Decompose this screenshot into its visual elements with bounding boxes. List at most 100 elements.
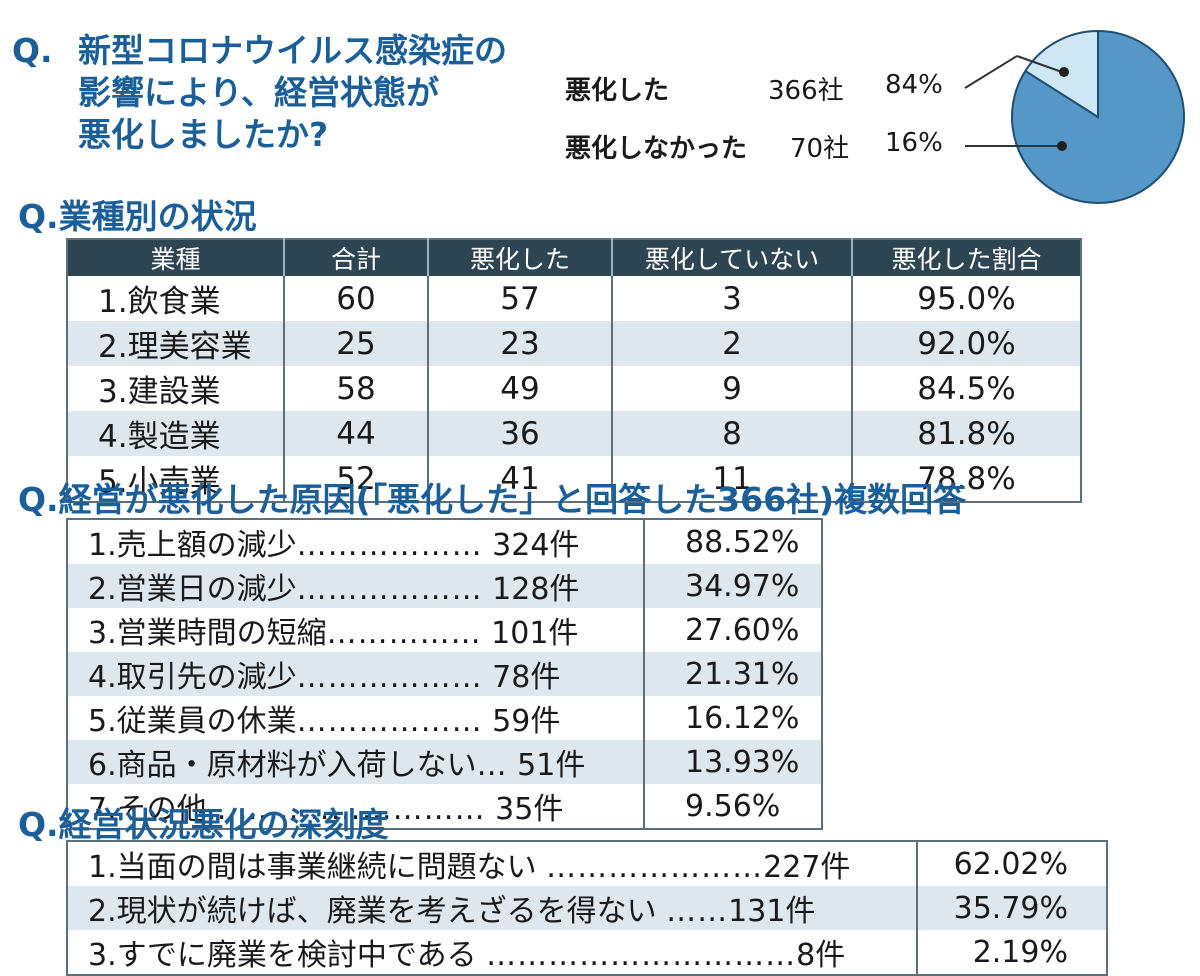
list-item: 4.取引先の減少……………… 78件 21.31% (67, 652, 822, 696)
q1-line-2: 影響により、経営状態が (78, 73, 440, 112)
severity-dots: …… (666, 894, 729, 929)
cell-ratio: 84.5% (851, 366, 1081, 411)
cell-industry: 5.小売業 (98, 464, 221, 500)
severity-item: 2.現状が続けば、廃業を考えざるを得ない ……131件 (67, 886, 917, 930)
list-item: 7.その他……………………… 35件 9.56% (67, 784, 822, 829)
cause-label: 7.その他 (88, 792, 207, 827)
severity-table: 1.当面の間は事業継続に問題ない …………………227件 62.02% 2.現状… (66, 840, 1108, 976)
cause-item: 5.従業員の休業……………… 59件 (67, 696, 644, 740)
list-item: 6.商品・原材料が入荷しない… 51件 13.93% (67, 740, 822, 784)
cause-pct: 13.93% (643, 740, 822, 784)
cause-dots: ……………………… (206, 792, 486, 827)
leader-line-worsened-2 (1016, 55, 1063, 73)
legend-count-worsened: 366社 (768, 76, 844, 106)
leader-dot-not-worsened (1057, 141, 1067, 151)
cause-table: 1.売上額の減少……………… 324件 88.52% 2.営業日の減少……………… (66, 518, 823, 830)
cell-total: 25 (283, 321, 428, 366)
industry-table: 業種 合計 悪化した 悪化していない 悪化した割合 1.飲食業 60 57 3 … (66, 238, 1082, 503)
cause-label: 6.商品・原材料が入荷しない (88, 748, 477, 783)
severity-count: 227件 (763, 850, 851, 885)
cell-ratio: 95.0% (851, 276, 1081, 321)
cell-not-worsened: 8 (611, 411, 852, 456)
leader-line-worsened (964, 55, 1018, 89)
list-item: 1.当面の間は事業継続に問題ない …………………227件 62.02% (67, 841, 1107, 886)
header-industry: 業種 (67, 239, 284, 276)
severity-item: 3.すでに廃業を検討中である …………………………8件 (67, 930, 917, 975)
cell-industry: 2.理美容業 (67, 321, 284, 366)
severity-pct: 35.79% (916, 886, 1107, 930)
cell-not-worsened: 9 (611, 366, 852, 411)
header-worsened: 悪化した (427, 239, 612, 276)
cause-dots: ……………… (296, 572, 483, 607)
cell-worsened: 57 (427, 276, 612, 321)
cause-pct: 34.97% (643, 564, 822, 608)
legend-pct-worsened: 84% (885, 70, 943, 100)
legend-label-not-worsened: 悪化しなかった (565, 134, 748, 164)
table-row: 1.飲食業 60 57 3 95.0% (67, 276, 1081, 321)
cause-label: 3.営業時間の短縮 (88, 616, 327, 651)
question-1-title: Q. 新型コロナウイルス感染症の 影響により、経営状態が 悪化しましたか? (12, 30, 507, 156)
cause-label: 4.取引先の減少 (88, 660, 297, 695)
pie-chart (964, 29, 1185, 204)
cell-total: 60 (283, 276, 428, 321)
cause-count: 101件 (491, 616, 579, 651)
cell-not-worsened: 2 (611, 321, 852, 366)
severity-dots: ………………………… (486, 938, 797, 973)
cause-dots: …………… (326, 616, 482, 651)
cell-total: 52 (283, 456, 428, 502)
cause-pct: 27.60% (643, 608, 822, 652)
cause-dots: ……………… (296, 528, 483, 563)
q1-line-1: 新型コロナウイルス感染症の (78, 31, 507, 70)
cell-industry: 3.建設業 (98, 374, 221, 410)
cause-label: 1.売上額の減少 (88, 528, 297, 563)
list-item: 1.売上額の減少……………… 324件 88.52% (67, 519, 822, 564)
header-total: 合計 (283, 239, 428, 276)
legend-pct-not-worsened: 16% (885, 128, 943, 158)
cause-dots: ……………… (296, 704, 483, 739)
cause-count: 324件 (492, 528, 580, 563)
q1-mark: Q. (12, 31, 53, 70)
severity-item: 1.当面の間は事業継続に問題ない …………………227件 (67, 841, 917, 886)
leader-dot-worsened (1059, 67, 1069, 77)
list-item: 2.営業日の減少……………… 128件 34.97% (67, 564, 822, 608)
severity-label: 2.現状が続けば、廃業を考えざるを得ない (88, 894, 657, 929)
cell-industry: 4.製造業 (67, 411, 284, 456)
table-row: 5.小売業 52 41 11 78.8% (67, 456, 1081, 502)
question-3-title: Q.経営が悪化した原因(「悪化した」と回答した366社)複数回答 (18, 480, 967, 519)
question-4-title: Q.経営状況悪化の深刻度 (18, 805, 389, 844)
cause-count: 78件 (492, 660, 561, 695)
cell-total: 58 (283, 366, 428, 411)
cell-ratio: 92.0% (851, 321, 1081, 366)
cell-ratio: 81.8% (851, 411, 1081, 456)
cell-worsened: 23 (427, 321, 612, 366)
severity-pct: 2.19% (916, 930, 1107, 975)
cell-ratio: 78.8% (851, 456, 1081, 502)
cell-not-worsened: 3 (611, 276, 852, 321)
cause-pct: 9.56% (643, 784, 822, 829)
legend-label-worsened: 悪化した (565, 76, 670, 106)
cause-count: 59件 (492, 704, 561, 739)
cell-worsened: 36 (427, 411, 612, 456)
legend-count-not-worsened: 70社 (790, 134, 850, 164)
table-row: 2.理美容業 25 23 2 92.0% (67, 321, 1081, 366)
list-item: 5.従業員の休業……………… 59件 16.12% (67, 696, 822, 740)
q1-line-3: 悪化しましたか? (78, 115, 329, 154)
severity-label: 3.すでに廃業を検討中である (88, 938, 477, 973)
severity-dots: ………………… (546, 850, 764, 885)
severity-count: 8件 (796, 938, 846, 973)
list-item: 2.現状が続けば、廃業を考えざるを得ない ……131件 35.79% (67, 886, 1107, 930)
question-2-title: Q.業種別の状況 (18, 197, 257, 236)
cause-item: 6.商品・原材料が入荷しない… 51件 (67, 740, 644, 784)
cell-worsened: 49 (427, 366, 612, 411)
cell-total: 44 (283, 411, 428, 456)
cause-dots: … (476, 748, 508, 783)
cause-item: 2.営業日の減少……………… 128件 (67, 564, 644, 608)
cause-item: 7.その他……………………… 35件 (67, 784, 644, 829)
cell-worsened: 41 (427, 456, 612, 502)
cause-label: 2.営業日の減少 (88, 572, 297, 607)
cause-pct: 88.52% (643, 519, 822, 564)
cell-not-worsened: 11 (611, 456, 852, 502)
cause-item: 1.売上額の減少……………… 324件 (67, 519, 644, 564)
list-item: 3.営業時間の短縮…………… 101件 27.60% (67, 608, 822, 652)
industry-table-header: 業種 合計 悪化した 悪化していない 悪化した割合 (67, 239, 1081, 276)
